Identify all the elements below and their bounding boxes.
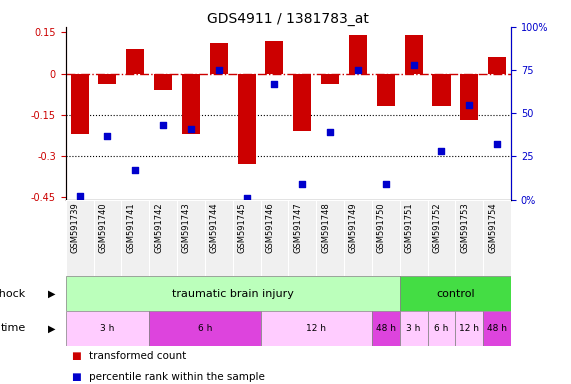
Point bbox=[353, 67, 363, 73]
Point bbox=[131, 167, 140, 174]
Text: percentile rank within the sample: percentile rank within the sample bbox=[89, 372, 264, 382]
Bar bbox=[428, 311, 456, 346]
Text: 48 h: 48 h bbox=[487, 324, 507, 333]
Point bbox=[270, 81, 279, 87]
Bar bbox=[66, 311, 149, 346]
Text: 48 h: 48 h bbox=[376, 324, 396, 333]
Point bbox=[159, 122, 168, 129]
Bar bbox=[460, 73, 478, 120]
Point bbox=[465, 101, 474, 108]
Text: GSM591751: GSM591751 bbox=[405, 202, 413, 253]
Text: shock: shock bbox=[0, 289, 26, 299]
Text: GSM591754: GSM591754 bbox=[488, 202, 497, 253]
Bar bbox=[405, 35, 423, 73]
Text: transformed count: transformed count bbox=[89, 351, 186, 361]
Text: 6 h: 6 h bbox=[198, 324, 212, 333]
Point bbox=[297, 181, 307, 187]
Point bbox=[325, 129, 335, 136]
Bar bbox=[126, 49, 144, 73]
Bar bbox=[266, 41, 283, 73]
Point bbox=[103, 133, 112, 139]
Bar bbox=[400, 311, 428, 346]
Text: traumatic brain injury: traumatic brain injury bbox=[172, 289, 293, 299]
Text: GSM591747: GSM591747 bbox=[293, 202, 302, 253]
Text: ▶: ▶ bbox=[47, 289, 55, 299]
Text: GSM591742: GSM591742 bbox=[154, 202, 163, 253]
Bar bbox=[432, 73, 451, 106]
Bar bbox=[377, 73, 395, 106]
Text: GSM591743: GSM591743 bbox=[182, 202, 191, 253]
Text: ■: ■ bbox=[71, 372, 81, 382]
Text: GSM591740: GSM591740 bbox=[98, 202, 107, 253]
Text: GSM591753: GSM591753 bbox=[460, 202, 469, 253]
Point bbox=[214, 67, 223, 73]
Text: GSM591752: GSM591752 bbox=[432, 202, 441, 253]
Point bbox=[409, 62, 418, 68]
Bar bbox=[372, 311, 400, 346]
Bar bbox=[149, 311, 260, 346]
Text: GSM591739: GSM591739 bbox=[71, 202, 79, 253]
Text: 12 h: 12 h bbox=[306, 324, 326, 333]
Text: GSM591748: GSM591748 bbox=[321, 202, 330, 253]
Bar bbox=[483, 311, 511, 346]
Point bbox=[381, 181, 391, 187]
Bar bbox=[260, 311, 372, 346]
Bar bbox=[238, 73, 256, 164]
Text: GSM591744: GSM591744 bbox=[210, 202, 219, 253]
Text: GSM591750: GSM591750 bbox=[377, 202, 386, 253]
Bar bbox=[66, 276, 400, 311]
Text: control: control bbox=[436, 289, 475, 299]
Point bbox=[493, 141, 502, 147]
Text: GSM591741: GSM591741 bbox=[126, 202, 135, 253]
Point bbox=[242, 195, 251, 201]
Bar bbox=[488, 57, 506, 73]
Bar bbox=[293, 73, 311, 131]
Bar bbox=[154, 73, 172, 90]
Bar bbox=[210, 43, 228, 73]
Text: 6 h: 6 h bbox=[435, 324, 449, 333]
Bar bbox=[349, 35, 367, 73]
Bar bbox=[456, 311, 483, 346]
Text: 12 h: 12 h bbox=[459, 324, 479, 333]
Title: GDS4911 / 1381783_at: GDS4911 / 1381783_at bbox=[207, 12, 369, 26]
Bar bbox=[182, 73, 200, 134]
Bar bbox=[71, 73, 89, 134]
Text: ▶: ▶ bbox=[47, 323, 55, 333]
Text: GSM591746: GSM591746 bbox=[266, 202, 275, 253]
Text: time: time bbox=[1, 323, 26, 333]
Text: 3 h: 3 h bbox=[100, 324, 115, 333]
Text: GSM591745: GSM591745 bbox=[238, 202, 247, 253]
Point bbox=[437, 148, 446, 154]
Bar bbox=[400, 276, 511, 311]
Text: GSM591749: GSM591749 bbox=[349, 202, 358, 253]
Point bbox=[186, 126, 195, 132]
Bar bbox=[321, 73, 339, 84]
Point bbox=[75, 193, 84, 199]
Text: 3 h: 3 h bbox=[407, 324, 421, 333]
Text: ■: ■ bbox=[71, 351, 81, 361]
Bar bbox=[98, 73, 116, 84]
